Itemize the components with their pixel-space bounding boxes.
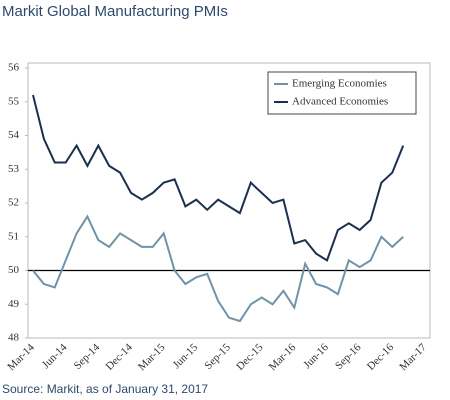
y-tick-label: 54 xyxy=(8,129,20,141)
x-tick-label: Mar-14 xyxy=(5,341,37,373)
y-tick-label: 55 xyxy=(8,95,20,107)
y-tick-label: 51 xyxy=(8,230,19,242)
x-tick-label: Jun-14 xyxy=(40,341,70,371)
chart-title: Markit Global Manufacturing PMIs xyxy=(2,3,228,20)
legend-label: Advanced Economies xyxy=(292,96,388,108)
x-tick-label: Dec-14 xyxy=(104,341,136,373)
x-tick-label: Dec-16 xyxy=(365,341,397,373)
plot-frame xyxy=(27,62,431,339)
x-tick-label: Sep-15 xyxy=(202,341,233,372)
y-tick-label: 56 xyxy=(8,62,20,74)
legend-label: Emerging Economies xyxy=(292,78,387,90)
legend-box xyxy=(267,71,417,115)
x-tick-label: Jun-15 xyxy=(171,341,201,371)
y-tick-label: 48 xyxy=(8,332,20,344)
y-tick-label: 50 xyxy=(8,264,20,276)
x-tick-label: Sep-14 xyxy=(72,341,103,372)
x-tick-label: Mar-17 xyxy=(397,341,429,373)
series-line xyxy=(32,214,404,323)
series-line xyxy=(32,94,405,262)
x-tick-label: Mar-16 xyxy=(267,341,299,373)
source-note: Source: Markit, as of January 31, 2017 xyxy=(2,382,208,396)
x-tick-label: Jun-16 xyxy=(301,341,331,371)
x-tick-label: Mar-15 xyxy=(136,341,168,373)
x-tick-label: Sep-16 xyxy=(333,341,364,372)
y-tick-label: 53 xyxy=(8,163,20,175)
x-tick-label: Dec-15 xyxy=(234,341,266,373)
y-tick-label: 52 xyxy=(8,197,19,209)
y-tick-label: 49 xyxy=(8,298,20,310)
